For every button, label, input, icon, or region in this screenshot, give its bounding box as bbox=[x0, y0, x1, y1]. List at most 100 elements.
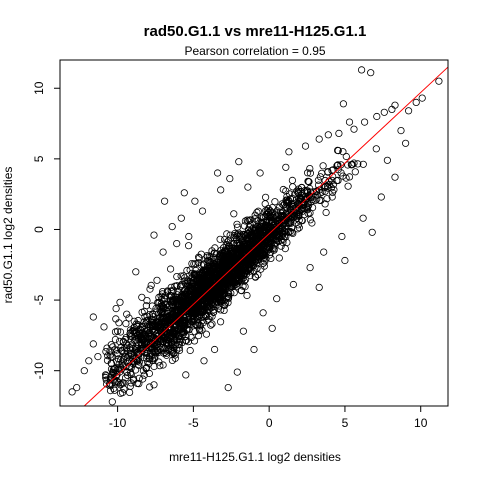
data-point bbox=[246, 265, 254, 273]
data-point bbox=[159, 248, 167, 256]
data-point bbox=[281, 245, 289, 253]
data-point bbox=[297, 187, 305, 196]
data-point bbox=[148, 302, 156, 310]
x-tick-label: -5 bbox=[188, 416, 199, 430]
data-point bbox=[139, 375, 147, 383]
data-point bbox=[344, 161, 352, 169]
data-point bbox=[282, 163, 290, 171]
data-point bbox=[298, 216, 306, 224]
data-point bbox=[227, 240, 235, 248]
data-point bbox=[113, 349, 121, 358]
data-point bbox=[175, 344, 183, 352]
data-point bbox=[206, 312, 214, 320]
data-point bbox=[114, 327, 122, 335]
data-point bbox=[89, 340, 97, 348]
data-point bbox=[243, 252, 251, 260]
data-point bbox=[142, 364, 150, 372]
data-point bbox=[224, 289, 232, 297]
data-point bbox=[122, 363, 130, 371]
data-point bbox=[259, 309, 267, 317]
data-point bbox=[107, 373, 115, 381]
data-point bbox=[115, 364, 123, 373]
data-point bbox=[293, 225, 302, 233]
data-point bbox=[173, 282, 181, 290]
data-point bbox=[275, 254, 283, 262]
data-point bbox=[230, 210, 238, 218]
data-point bbox=[192, 266, 200, 275]
data-point bbox=[217, 186, 225, 194]
data-point bbox=[162, 351, 171, 359]
data-point bbox=[185, 242, 193, 250]
data-point bbox=[208, 320, 216, 328]
data-point bbox=[170, 344, 178, 352]
data-point bbox=[269, 232, 277, 240]
data-point bbox=[295, 216, 303, 224]
data-point bbox=[159, 361, 167, 369]
data-point bbox=[197, 250, 205, 258]
data-point bbox=[130, 357, 138, 365]
data-point bbox=[171, 321, 179, 330]
data-point bbox=[242, 250, 250, 258]
data-point bbox=[329, 166, 337, 174]
data-point bbox=[190, 300, 198, 308]
data-point bbox=[170, 350, 178, 358]
data-point bbox=[320, 248, 328, 256]
data-point bbox=[200, 357, 208, 365]
data-point bbox=[176, 320, 185, 328]
data-point bbox=[322, 208, 330, 217]
data-point bbox=[222, 252, 231, 260]
data-point bbox=[347, 161, 356, 169]
data-point bbox=[250, 345, 258, 354]
data-point bbox=[195, 269, 203, 277]
data-point bbox=[136, 325, 144, 333]
data-point bbox=[233, 220, 241, 228]
data-point bbox=[225, 290, 233, 298]
data-point bbox=[281, 225, 289, 233]
data-point bbox=[207, 321, 215, 329]
data-point bbox=[359, 214, 367, 222]
data-point bbox=[102, 347, 110, 356]
data-point bbox=[198, 317, 206, 325]
data-point bbox=[195, 271, 203, 279]
data-point bbox=[246, 216, 254, 224]
data-point bbox=[321, 200, 329, 208]
points-layer bbox=[68, 66, 443, 406]
data-point bbox=[116, 298, 124, 306]
data-point bbox=[152, 335, 160, 343]
data-point bbox=[289, 229, 297, 237]
data-point bbox=[130, 317, 138, 325]
data-point bbox=[372, 145, 380, 153]
data-point bbox=[255, 252, 263, 260]
data-point bbox=[250, 254, 258, 262]
data-point bbox=[276, 229, 284, 237]
data-point bbox=[169, 326, 177, 334]
data-point bbox=[229, 280, 237, 288]
data-point bbox=[167, 291, 175, 299]
data-point bbox=[242, 270, 251, 278]
data-point bbox=[308, 219, 316, 227]
data-point bbox=[285, 148, 293, 156]
data-point bbox=[163, 335, 171, 344]
data-point bbox=[127, 364, 135, 372]
data-point bbox=[126, 382, 134, 390]
data-point bbox=[122, 344, 131, 352]
data-point bbox=[351, 168, 359, 176]
data-point bbox=[147, 281, 155, 289]
data-point bbox=[291, 212, 299, 220]
data-point bbox=[179, 330, 187, 338]
data-point bbox=[191, 274, 199, 282]
data-point bbox=[68, 388, 76, 396]
data-point bbox=[315, 283, 323, 291]
data-point bbox=[143, 351, 151, 360]
data-point bbox=[111, 386, 119, 394]
data-point bbox=[117, 389, 125, 397]
data-point bbox=[146, 329, 154, 337]
data-point bbox=[373, 112, 381, 121]
data-point bbox=[177, 272, 185, 280]
data-point bbox=[342, 152, 350, 161]
data-point bbox=[139, 367, 147, 375]
data-point bbox=[233, 223, 242, 231]
data-point bbox=[357, 66, 366, 74]
data-point bbox=[80, 367, 88, 375]
data-point bbox=[303, 169, 312, 177]
